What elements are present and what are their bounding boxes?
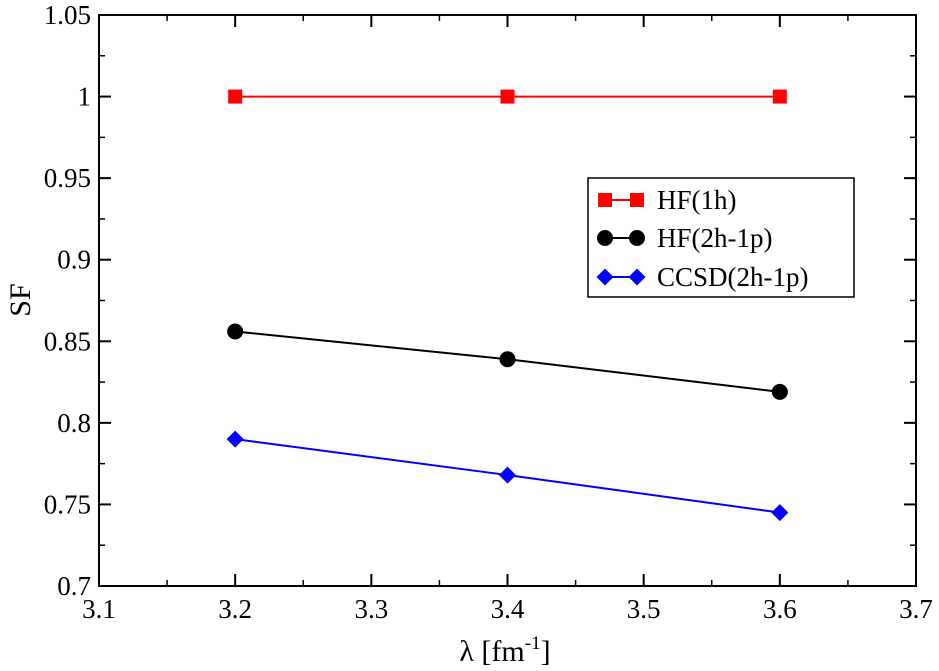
data-point	[227, 323, 244, 340]
x-axis-label-superscript: -1	[525, 633, 541, 654]
x-tick-label: 3.4	[491, 594, 525, 624]
data-point	[226, 430, 244, 448]
legend-marker	[597, 230, 613, 246]
data-point	[771, 383, 788, 400]
y-tick-label: 0.85	[44, 326, 91, 356]
series-group	[226, 89, 789, 522]
y-axis-label: SF	[4, 283, 37, 316]
axis-ticks	[98, 14, 917, 587]
data-point	[499, 351, 516, 368]
x-axis-label: λ [fm-1]	[459, 633, 550, 668]
legend-label: HF(1h)	[657, 185, 737, 215]
x-axis-label-main: λ [fm	[459, 635, 524, 668]
legend-marker	[598, 193, 612, 207]
y-tick-label: 1	[78, 82, 92, 112]
x-tick-label: 3.1	[82, 594, 116, 624]
y-tick-label: 0.8	[57, 408, 91, 438]
data-point	[500, 89, 515, 104]
x-axis-label-close: ]	[541, 635, 551, 668]
x-tick-label: 3.7	[899, 594, 933, 624]
plot-area	[98, 14, 917, 587]
x-tick-label: 3.5	[627, 594, 661, 624]
data-point	[499, 466, 516, 484]
x-tick-label: 3.6	[763, 594, 797, 624]
data-point	[771, 504, 789, 522]
legend-marker	[596, 268, 614, 286]
legend: HF(1h) HF(2h-1p) CCSD(2h-1p)	[587, 177, 855, 298]
y-tick-label: 0.9	[57, 245, 91, 275]
y-tick-label: 0.95	[44, 163, 91, 193]
x-tick-label: 3.3	[354, 594, 388, 624]
data-point	[772, 89, 787, 104]
tick-labels: 3.1 3.2 3.3 3.4 3.5 3.6 3.7 0.7 0.75 0.8 0.85 0.9 0.…	[44, 0, 933, 624]
legend-marker	[628, 268, 646, 286]
data-point	[228, 89, 243, 104]
legend-label: CCSD(2h-1p)	[657, 262, 809, 292]
y-tick-label: 0.75	[44, 489, 91, 519]
y-tick-label: 0.7	[57, 571, 91, 601]
legend-marker	[630, 193, 644, 207]
x-tick-label: 3.2	[218, 594, 252, 624]
legend-marker	[629, 230, 645, 246]
y-tick-label: 1.05	[44, 0, 91, 30]
legend-label: HF(2h-1p)	[657, 223, 773, 253]
